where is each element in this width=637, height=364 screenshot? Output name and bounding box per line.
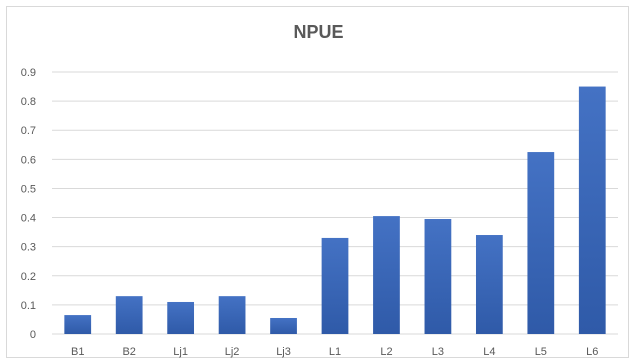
x-tick-label: Lj1 bbox=[173, 346, 188, 358]
y-tick-label: 0.7 bbox=[21, 125, 36, 137]
y-tick-label: 0.6 bbox=[21, 154, 36, 166]
y-tick-label: 0 bbox=[30, 329, 36, 341]
x-tick-label: L6 bbox=[586, 346, 598, 358]
y-tick-label: 0.8 bbox=[21, 96, 36, 108]
bar-l3 bbox=[424, 219, 452, 334]
bar-l5 bbox=[527, 152, 555, 334]
chart-title: NPUE bbox=[293, 22, 344, 42]
bar-lj2 bbox=[218, 296, 246, 334]
y-tick-label: 0.2 bbox=[21, 271, 36, 283]
bar-l6 bbox=[578, 86, 606, 334]
bar-b2 bbox=[115, 296, 143, 334]
x-tick-label: L4 bbox=[483, 346, 495, 358]
x-tick-label: Lj3 bbox=[276, 346, 291, 358]
bar-l2 bbox=[373, 216, 400, 334]
y-tick-label: 0.9 bbox=[21, 67, 36, 79]
x-tick-label: L2 bbox=[380, 346, 392, 358]
x-tick-label: L1 bbox=[329, 346, 341, 358]
x-tick-label: B1 bbox=[71, 346, 84, 358]
bar-lj1 bbox=[167, 301, 195, 334]
bar-lj3 bbox=[270, 317, 297, 334]
x-tick-label: Lj2 bbox=[225, 346, 240, 358]
x-tick-label: L5 bbox=[535, 346, 547, 358]
chart-frame bbox=[6, 6, 629, 358]
x-tick-label: B2 bbox=[122, 346, 135, 358]
y-tick-label: 0.5 bbox=[21, 183, 36, 195]
bar-b1 bbox=[64, 315, 92, 334]
y-tick-label: 0.1 bbox=[21, 300, 36, 312]
y-tick-label: 0.4 bbox=[21, 213, 36, 225]
bar-l1 bbox=[321, 237, 349, 334]
x-tick-label: L3 bbox=[432, 346, 444, 358]
y-tick-label: 0.3 bbox=[21, 242, 36, 254]
bar-l4 bbox=[475, 235, 503, 334]
